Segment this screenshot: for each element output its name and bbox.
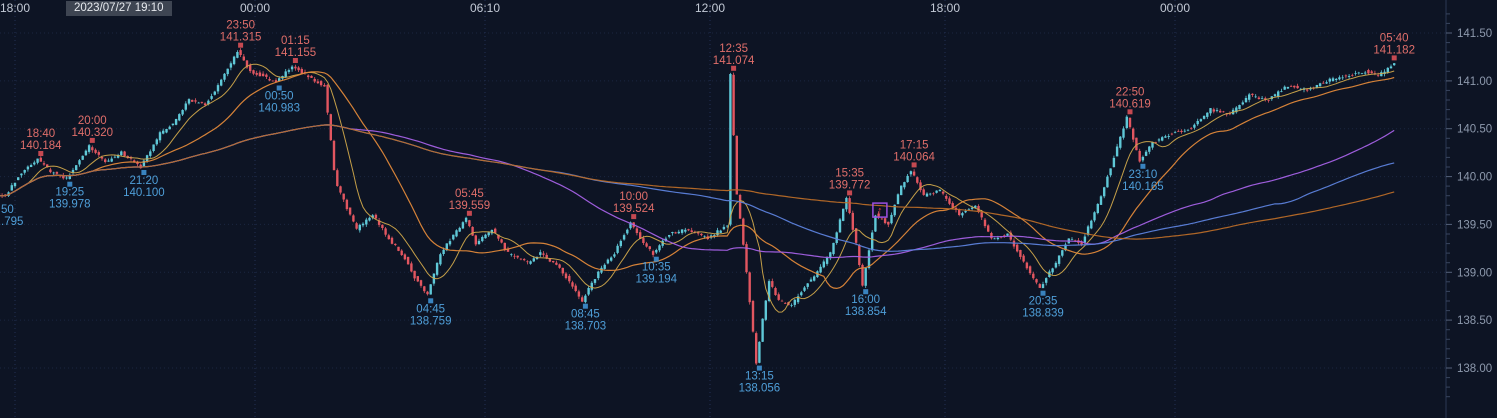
ma-slow-orange [0, 124, 1395, 240]
marker-time-label: 10:00 [619, 191, 648, 203]
price-tick-label: 140.00 [1457, 172, 1492, 184]
marker-time-label: 10:35 [642, 262, 671, 274]
high-marker-square [466, 210, 472, 216]
marker-time-label: 21:20 [130, 175, 159, 187]
marker-time-label: 20:35 [1029, 296, 1058, 308]
low-marker-square [428, 298, 434, 304]
marker-price-label: 139.772 [829, 179, 871, 191]
marker-price-label: 140.983 [258, 103, 300, 115]
marker-price-label: .795 [1, 216, 23, 228]
marker-price-label: 138.703 [565, 321, 607, 333]
high-marker-square [1127, 109, 1133, 115]
high-marker-square [847, 190, 853, 196]
moving-average-lines [0, 63, 1395, 313]
marker-time-label: 05:45 [455, 188, 484, 200]
marker-time-label: 13:15 [745, 371, 774, 383]
low-marker-square [582, 303, 588, 309]
marker-price-label: 140.619 [1109, 98, 1151, 110]
marker-price-label: 139.978 [49, 199, 91, 211]
time-tick-label: 00:00 [1160, 1, 1190, 15]
marker-price-label: 140.064 [893, 151, 935, 163]
marker-price-label: 138.839 [1022, 308, 1064, 320]
marker-price-label: 139.559 [449, 200, 491, 212]
marker-time-label: 23:10 [1129, 169, 1158, 181]
low-marker-square [653, 256, 659, 262]
time-tick-label: 00:00 [240, 1, 270, 15]
marker-price-label: 138.854 [845, 306, 887, 318]
marker-time-label: 50 [1, 204, 14, 216]
price-tick-label: 139.50 [1457, 219, 1492, 231]
low-marker-square [141, 170, 147, 175]
high-marker-square [38, 151, 44, 156]
marker-price-label: 141.315 [220, 32, 262, 44]
ma-mid-orange [0, 71, 1395, 290]
time-tick-label: 18:00 [0, 1, 30, 15]
marker-price-label: 138.056 [739, 383, 781, 395]
marker-time-label: 16:00 [851, 294, 880, 306]
high-marker-square [292, 58, 298, 63]
marker-price-label: 140.165 [1122, 181, 1164, 193]
price-tick-label: 141.50 [1457, 28, 1492, 40]
marker-time-label: 15:35 [835, 167, 864, 179]
price-tick-label: 139.00 [1457, 267, 1492, 279]
price-tick-label: 140.50 [1457, 124, 1492, 136]
low-marker-square [1040, 290, 1046, 296]
low-marker-square [863, 289, 869, 295]
marker-price-label: 141.155 [275, 47, 317, 59]
marker-time-label: 17:15 [900, 139, 929, 151]
high-marker-square [238, 42, 244, 48]
marker-price-label: 140.320 [72, 127, 114, 139]
marker-time-label: 19:25 [55, 187, 84, 199]
marker-time-label: 12:35 [719, 43, 748, 55]
marker-time-label: 05:40 [1380, 32, 1409, 44]
high-marker-square [731, 65, 737, 71]
marker-time-label: 23:50 [226, 20, 255, 32]
high-marker-square [1391, 55, 1397, 61]
marker-price-label: 139.524 [613, 203, 655, 215]
high-marker-square [911, 162, 917, 168]
ma-fast-yellow [0, 63, 1395, 313]
marker-time-label: 01:15 [281, 35, 310, 47]
trade-marker-box[interactable] [872, 202, 888, 218]
ma-purple [0, 124, 1395, 259]
price-tick-label: 138.50 [1457, 315, 1492, 327]
low-marker-square [276, 85, 282, 91]
marker-time-label: 08:45 [571, 309, 600, 321]
price-tick-label: 141.00 [1457, 76, 1492, 88]
buy-arrow-icon: ↑ [877, 205, 883, 217]
marker-time-label: 22:50 [1116, 86, 1145, 98]
crosshair-date-label: 2023/07/27 19:10 [66, 1, 172, 16]
time-tick-label: 06:10 [470, 1, 500, 15]
time-tick-label: 18:00 [930, 1, 960, 15]
high-marker-square [631, 214, 637, 220]
high-marker-square [89, 137, 95, 143]
marker-time-label: 20:00 [78, 115, 107, 127]
marker-price-label: 140.100 [123, 187, 165, 199]
low-marker-square [67, 181, 73, 187]
marker-price-label: 139.194 [636, 274, 678, 286]
time-axis[interactable]: 18:00 00:00 06:10 12:00 18:00 00:00 [0, 1, 1190, 15]
marker-price-label: 141.074 [713, 55, 755, 67]
time-tick-label: 12:00 [695, 1, 725, 15]
low-marker-square [756, 365, 762, 371]
marker-price-label: 141.182 [1373, 44, 1415, 56]
candles [0, 48, 1396, 365]
price-axis[interactable]: 141.50 141.00 140.50 140.00 139.50 139.00 138.… [1445, 0, 1492, 418]
price-tick-label: 138.00 [1457, 363, 1492, 375]
marker-price-label: 138.759 [410, 315, 452, 327]
marker-price-label: 140.184 [20, 140, 62, 152]
marker-time-label: 04:45 [416, 303, 445, 315]
low-marker-square [1140, 163, 1146, 169]
marker-time-label: 00:50 [265, 91, 294, 103]
gridlines [0, 0, 1446, 418]
marker-time-label: 18:40 [26, 128, 55, 140]
